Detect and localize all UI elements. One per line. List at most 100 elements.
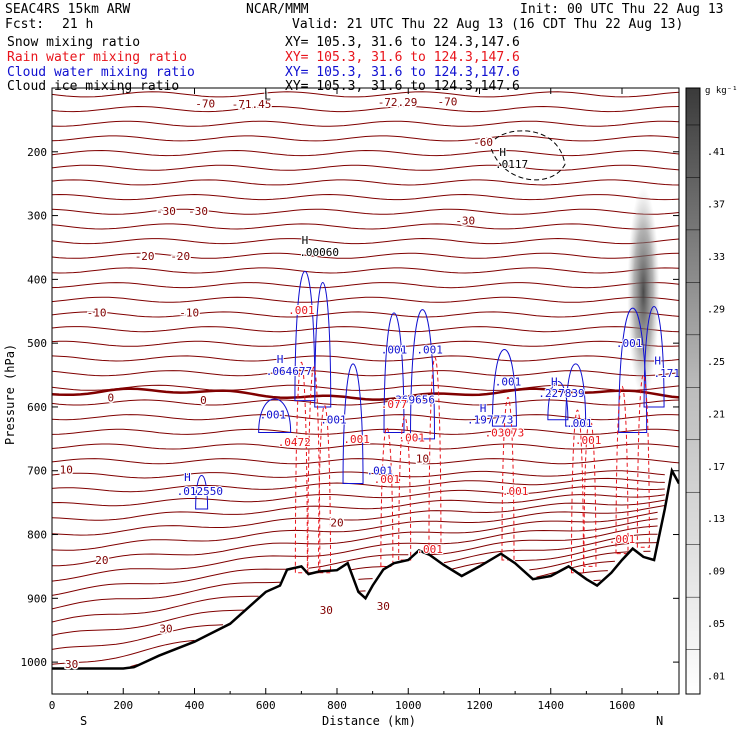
- extremum-label: .03073: [485, 426, 525, 439]
- y-tick-label: 400: [27, 273, 47, 286]
- rain-contour: [428, 357, 442, 555]
- y-tick-label: 1000: [21, 656, 48, 669]
- extremum-label: .012550: [177, 485, 223, 498]
- y-tick-label: 600: [27, 401, 47, 414]
- isotherm-line: [52, 384, 679, 391]
- isotherm-line: [52, 399, 679, 406]
- rain-contour: [398, 416, 412, 561]
- field-name-cloud-ice: Cloud ice mixing ratio: [7, 79, 180, 94]
- isotherm-label: -30: [156, 205, 176, 218]
- isotherm-label: -60: [473, 136, 493, 149]
- isotherm-line: [52, 105, 679, 113]
- isotherm-line: [52, 414, 679, 421]
- extremum-label: .0472: [278, 436, 311, 449]
- isotherm-label: -70: [438, 95, 458, 108]
- extremum-label: H: [551, 375, 558, 388]
- field-name-cloud-water: Cloud water mixing ratio: [7, 65, 195, 80]
- rain-contour: [318, 404, 332, 574]
- extremum-label: .369656: [389, 393, 435, 406]
- colorbar-label: .41: [707, 147, 725, 158]
- isotherm-line: [52, 120, 679, 127]
- isotherm-line: [52, 179, 679, 186]
- cloud-water-contour: [643, 306, 665, 408]
- isotherm-line: [52, 311, 679, 318]
- extremum-label: .001: [502, 485, 529, 498]
- isotherm-line: [52, 282, 679, 289]
- isotherm-line: [52, 525, 658, 596]
- extremum-label: .00060: [299, 246, 339, 259]
- extremum-label: .001: [575, 434, 602, 447]
- isotherm-line: [52, 518, 658, 582]
- isotherm-line: [52, 505, 665, 551]
- isotherm-label: -10: [179, 307, 199, 320]
- colorbar-label: .01: [707, 672, 725, 683]
- extremum-label: .001: [288, 304, 315, 317]
- extremum-label: .001: [495, 375, 522, 388]
- terrain-line: [52, 467, 679, 670]
- cloud-water-contour: [342, 363, 364, 484]
- extremum-label: .197773: [467, 414, 513, 427]
- colorbar: [685, 87, 701, 695]
- isotherm-label: -71.45: [232, 98, 272, 111]
- isotherm-line: [52, 511, 658, 567]
- x-tick-label: 200: [113, 699, 133, 712]
- y-tick-label: 300: [27, 210, 47, 223]
- extremum-label: .001: [399, 432, 426, 445]
- field-xy-cloud-water: XY= 105.3, 31.6 to 124.3,147.6: [285, 65, 520, 80]
- y-tick-label: 200: [27, 146, 47, 159]
- isotherm-line: [52, 164, 679, 171]
- isotherm-label: 20: [95, 554, 108, 567]
- x-tick-label: 400: [185, 699, 205, 712]
- cloud-water-contour: [314, 282, 332, 408]
- colorbar-label: .09: [707, 567, 725, 578]
- forecast-label: Fcst:: [5, 17, 45, 32]
- cloud-water-contour: [294, 270, 316, 402]
- x-tick-label: 1200: [466, 699, 493, 712]
- y-tick-label: 900: [27, 592, 47, 605]
- isotherm-label: 10: [416, 453, 429, 466]
- colorbar-label: .29: [707, 304, 725, 315]
- isotherm-line: [52, 485, 665, 507]
- model-title: SEAC4RS 15km ARW: [5, 2, 131, 17]
- colorbar-label: .05: [707, 619, 725, 630]
- isotherm-line: [52, 533, 658, 610]
- extremum-label: .001: [381, 344, 408, 357]
- x-tick-label: 0: [49, 699, 56, 712]
- rain-contour: [380, 427, 394, 567]
- isotherm-label: 0: [107, 391, 114, 404]
- isotherm-line: [52, 499, 665, 536]
- x-tick-label: 1600: [609, 699, 636, 712]
- x-tick-label: 800: [327, 699, 347, 712]
- extremum-label: H: [277, 353, 284, 366]
- x-tick-label: 1000: [395, 699, 422, 712]
- rain-contour: [636, 374, 650, 548]
- extremum-label: .001: [609, 533, 636, 546]
- isotherm-line: [52, 91, 679, 98]
- isotherm-label: 30: [159, 622, 172, 635]
- cloud-water-contour: [258, 398, 292, 433]
- field-name-snow: Snow mixing ratio: [7, 35, 141, 50]
- extremum-label: .001: [374, 473, 401, 486]
- snow-shading: [627, 187, 660, 398]
- plot-frame: [51, 87, 680, 695]
- extremum-label: H: [184, 471, 191, 484]
- y-tick-label: 500: [27, 337, 47, 350]
- rain-contour: [570, 409, 584, 574]
- colorbar-label: .25: [707, 357, 725, 368]
- extremum-label: .001: [320, 414, 347, 427]
- isotherm-label: -30: [455, 215, 475, 228]
- extremum-label: .001: [343, 433, 370, 446]
- extremum-label: .0117: [495, 158, 528, 171]
- isotherm-line: [52, 267, 679, 274]
- field-xy-snow: XY= 105.3, 31.6 to 124.3,147.6: [285, 35, 520, 50]
- center-name: NCAR/MMM: [246, 2, 309, 17]
- extremum-label: .064677: [266, 365, 312, 378]
- cloud-water-contour: [491, 349, 517, 427]
- freezing-level-line: [52, 387, 679, 401]
- extremum-label: L: [264, 90, 271, 103]
- rain-contour: [615, 385, 629, 555]
- isotherm-line: [52, 237, 679, 245]
- y-tick-label: 700: [27, 465, 47, 478]
- rain-contour: [583, 417, 597, 567]
- field-xy-cloud-ice: XY= 105.3, 31.6 to 124.3,147.6: [285, 79, 520, 94]
